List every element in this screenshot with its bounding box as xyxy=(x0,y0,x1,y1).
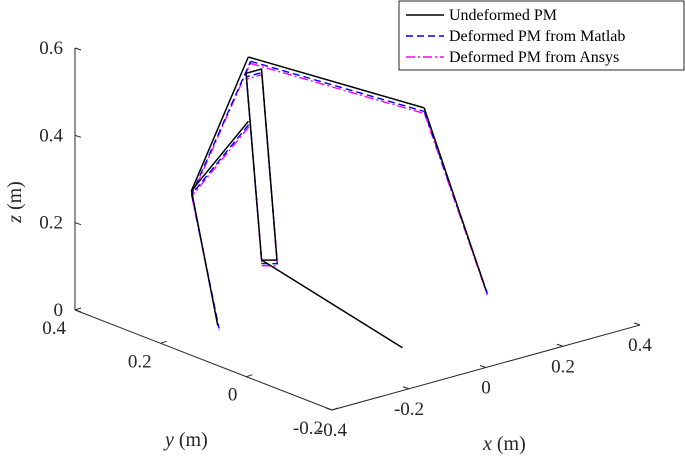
legend-label-undeformed: Undeformed PM xyxy=(449,7,557,24)
x-tick-mark xyxy=(556,343,564,347)
series-matlab-segment xyxy=(245,71,278,265)
x-tick-label: 0 xyxy=(481,378,491,399)
legend: Undeformed PM Deformed PM from Matlab De… xyxy=(398,0,685,71)
y-tick-mark xyxy=(160,340,167,344)
y-tick-mark xyxy=(331,407,339,411)
series-undeformed-segment xyxy=(261,259,403,349)
series-undeformed-segment xyxy=(248,56,425,109)
x-tick-mark xyxy=(402,386,410,390)
z-tick-label: 0.4 xyxy=(39,125,63,146)
y-axis-line xyxy=(74,309,333,411)
z-axis-label: z (m) xyxy=(4,181,26,224)
series-undeformed-segment xyxy=(190,190,219,326)
legend-label-matlab: Deformed PM from Matlab xyxy=(449,28,625,45)
z-tick-mark xyxy=(74,309,82,313)
series-undeformed-segment xyxy=(190,56,249,192)
x-tick-label: -0.4 xyxy=(317,420,348,441)
ticks-layer: 00.20.40.6-0.200.20.4-0.4-0.200.20.4 xyxy=(39,38,652,441)
y-tick-label: 0 xyxy=(228,385,238,406)
y-tick-label: 0.4 xyxy=(42,318,66,339)
z-tick-mark xyxy=(74,134,82,138)
plot-layer xyxy=(190,56,489,349)
series-matlab-segment xyxy=(190,61,252,196)
series-ansys-segment xyxy=(245,73,279,267)
x-tick-mark xyxy=(633,322,641,326)
series-matlab-segment xyxy=(250,60,425,113)
y-tick-label: -0.2 xyxy=(293,418,323,439)
y-tick-label: 0.2 xyxy=(128,351,152,372)
z-tick-label: 0 xyxy=(54,300,64,321)
x-axis-label: x (m) xyxy=(482,433,526,455)
series-undeformed-segment xyxy=(423,107,487,291)
x-tick-mark xyxy=(479,365,487,368)
x-tick-label: 0.4 xyxy=(628,335,652,356)
z-tick-mark xyxy=(74,222,82,226)
y-tick-mark xyxy=(246,374,253,378)
z-tick-label: 0.2 xyxy=(39,213,63,234)
y-tick-mark xyxy=(74,307,82,311)
legend-box xyxy=(398,0,685,71)
z-tick-mark xyxy=(74,47,82,51)
legend-label-ansys: Deformed PM from Ansys xyxy=(449,49,619,66)
x-tick-label: 0.2 xyxy=(551,356,575,377)
z-tick-label: 0.6 xyxy=(39,38,63,59)
y-axis-label: y (m) xyxy=(163,429,208,451)
x-tick-mark xyxy=(325,407,333,411)
series-undeformed-segment xyxy=(245,68,278,261)
axis-labels: z (m) y (m) x (m) xyxy=(4,181,526,455)
x-tick-label: -0.2 xyxy=(394,399,424,420)
series-ansys-segment xyxy=(250,62,425,115)
